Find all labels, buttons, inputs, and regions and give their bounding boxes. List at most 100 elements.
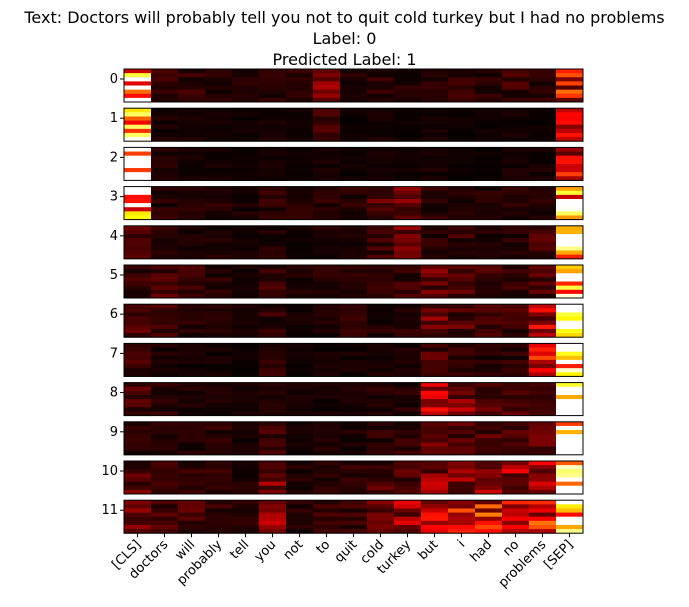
heat-cell-l3-to-1 [313, 190, 341, 196]
heat-cell-l10-to-7 [313, 489, 341, 495]
heat-cell-l2-turkey-2 [394, 155, 422, 161]
heat-cell-l4-i-5 [448, 246, 476, 251]
heat-cell-l3-quit-2 [340, 194, 368, 200]
heat-cell-l6-quit-5 [340, 324, 368, 330]
heat-cell-l6-tell-4 [232, 320, 260, 326]
heat-cell-l2-you-6 [259, 172, 287, 177]
heat-cell-l1-probably-2 [205, 116, 233, 121]
heat-cell-l6-no-5 [502, 324, 530, 330]
heat-cell-l10-probably-4 [205, 477, 233, 483]
heat-cell-l4-to-1 [313, 229, 341, 235]
heat-cell-l7-cold-2 [367, 351, 395, 357]
heat-cell-l0-will-3 [178, 81, 206, 86]
heat-cell-l1-quit-2 [340, 116, 368, 121]
heat-cell-l2-i-5 [448, 168, 476, 173]
heat-cell-l3-cold-0 [367, 186, 395, 192]
layer-panel-1: 1 [110, 107, 584, 142]
heat-cell-l10-probably-5 [205, 481, 233, 487]
heat-cell-l6-no-3 [502, 316, 530, 322]
heat-cell-l9-not-6 [286, 446, 314, 452]
heat-cell-l2-quit-2 [340, 155, 368, 161]
heat-cell-l9-you-4 [259, 438, 287, 443]
heat-cell-l0-turkey-3 [394, 81, 422, 86]
heat-cell-l10-doctors-6 [151, 485, 179, 491]
heat-cell-l3-cold-4 [367, 203, 395, 208]
heat-cell-l5-turkey-5 [394, 285, 422, 291]
heat-cell-l11-no-0 [502, 500, 530, 505]
heat-cell-l4-i-0 [448, 225, 476, 231]
heat-cell-l11-[CLS]-6 [124, 524, 152, 530]
heat-cell-l2-[CLS]-4 [124, 163, 152, 169]
heat-cell-l7-to-6 [313, 368, 341, 373]
heat-cell-l8-will-0 [178, 382, 206, 388]
heat-cell-l8-quit-7 [340, 411, 368, 417]
heat-cell-l5-doctors-4 [151, 281, 179, 287]
heat-cell-l1-had-0 [475, 108, 503, 113]
heat-cell-l0-[SEP]-7 [556, 97, 584, 103]
heat-cell-l2-doctors-0 [151, 147, 179, 152]
heat-cell-l2-not-5 [286, 168, 314, 173]
heat-cell-l7-but-7 [421, 372, 449, 377]
heat-cell-l5-quit-7 [340, 293, 368, 299]
heat-cell-l0-but-2 [421, 77, 449, 82]
heat-cell-l11-no-4 [502, 516, 530, 522]
heat-cell-l10-no-1 [502, 465, 530, 470]
heat-cell-l7-no-2 [502, 351, 530, 357]
heat-cell-l10-cold-6 [367, 485, 395, 491]
heat-cell-l9-probably-7 [205, 450, 233, 456]
heat-cell-l4-problems-4 [529, 242, 557, 247]
heat-cell-l1-tell-7 [232, 137, 260, 142]
heat-cell-l9-to-1 [313, 425, 341, 431]
heat-cell-l8-to-3 [313, 394, 341, 400]
heat-cell-l11-not-3 [286, 512, 314, 518]
heat-cell-l6-but-4 [421, 320, 449, 326]
heat-cell-l0-problems-0 [529, 69, 557, 74]
heat-cell-l4-[CLS]-3 [124, 238, 152, 243]
heat-cell-l2-probably-3 [205, 159, 233, 165]
heat-cell-l8-you-7 [259, 411, 287, 417]
heat-cell-l4-[CLS]-6 [124, 250, 152, 256]
heat-cell-l0-i-5 [448, 89, 476, 95]
heat-cell-l3-problems-1 [529, 190, 557, 196]
heat-cell-l6-[CLS]-6 [124, 328, 152, 334]
heat-cell-l5-i-4 [448, 281, 476, 287]
heat-cell-l4-cold-6 [367, 250, 395, 256]
heat-cell-l11-quit-2 [340, 508, 368, 513]
heat-cell-l0-doctors-3 [151, 81, 179, 86]
heat-cell-l6-will-0 [178, 304, 206, 309]
heat-cell-l1-to-1 [313, 112, 341, 117]
heat-cell-l8-cold-6 [367, 407, 395, 412]
heat-cell-l1-tell-1 [232, 112, 260, 117]
heat-cell-l5-but-0 [421, 265, 449, 270]
heat-cell-l9-doctors-3 [151, 434, 179, 439]
heat-cell-l9-not-2 [286, 430, 314, 435]
heat-cell-l3-doctors-6 [151, 211, 179, 216]
heat-cell-l3-not-4 [286, 203, 314, 208]
heat-cell-l4-but-5 [421, 246, 449, 251]
heat-cell-l11-problems-3 [529, 512, 557, 518]
heat-cell-l9-cold-5 [367, 442, 395, 447]
heat-cell-l4-had-0 [475, 225, 503, 231]
heat-cell-l3-[CLS]-6 [124, 211, 152, 216]
heat-cell-l1-cold-4 [367, 124, 395, 130]
heat-cell-l9-doctors-2 [151, 430, 179, 435]
heat-cell-l8-you-4 [259, 399, 287, 404]
heat-cell-l3-problems-4 [529, 203, 557, 208]
heat-cell-l4-had-6 [475, 250, 503, 256]
heat-cell-l7-quit-6 [340, 368, 368, 373]
heat-cell-l11-problems-7 [529, 529, 557, 534]
heat-cell-l7-[SEP]-4 [556, 359, 584, 365]
heat-cell-l11-i-3 [448, 512, 476, 518]
heat-cell-l2-tell-6 [232, 172, 260, 177]
heat-cell-l8-had-2 [475, 390, 503, 396]
heat-cell-l2-turkey-5 [394, 168, 422, 173]
heat-cell-l4-turkey-6 [394, 250, 422, 256]
heat-cell-l0-you-1 [259, 73, 287, 78]
heat-cell-l6-i-2 [448, 312, 476, 317]
heat-cell-l4-you-7 [259, 254, 287, 260]
heat-cell-l11-tell-2 [232, 508, 260, 513]
heat-cell-l3-i-1 [448, 190, 476, 196]
heat-cell-l11-[SEP]-0 [556, 500, 584, 505]
heat-cell-l4-probably-1 [205, 229, 233, 235]
heat-cell-l3-turkey-5 [394, 207, 422, 212]
